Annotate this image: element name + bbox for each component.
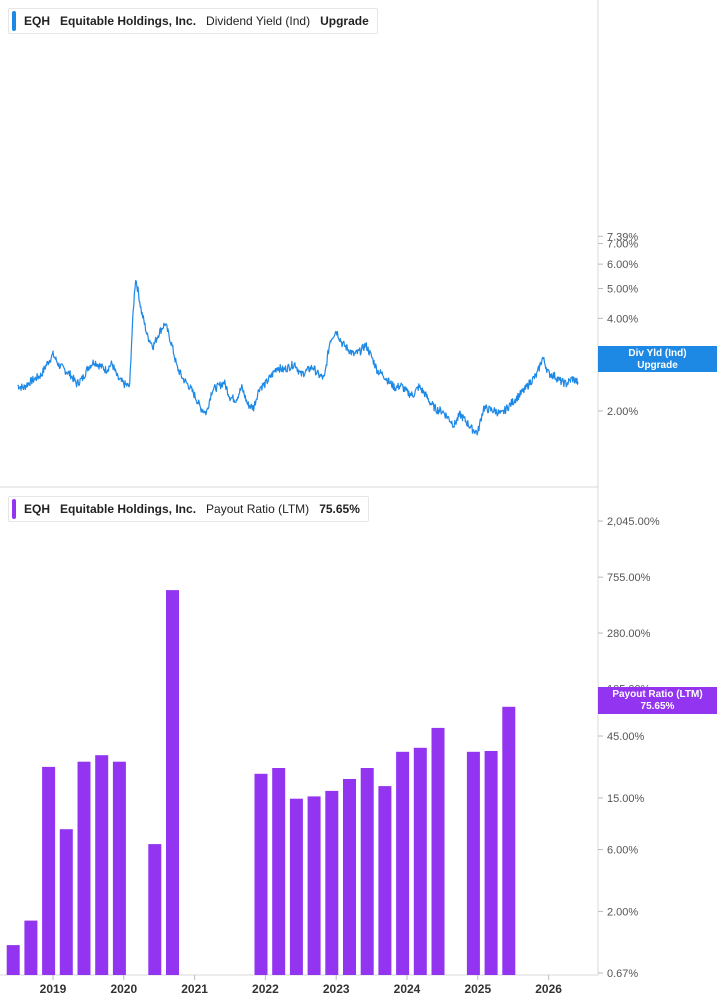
payout-bar [484, 751, 498, 975]
x-axis: 2019 2020 2021 2022 2023 2024 2025 2026 [40, 975, 562, 996]
payout-bar [148, 844, 162, 975]
y-tick-label: 4.00% [607, 313, 638, 325]
y-tick-label: 7.39% [607, 231, 638, 243]
y-tick-label: 5.00% [607, 284, 638, 296]
yield-current-tag: Div Yld (Ind) Upgrade [598, 346, 717, 372]
y-tick-label: 755.00% [607, 572, 651, 584]
payout-current-tag: Payout Ratio (LTM) 75.65% [598, 687, 717, 714]
payout-ratio-bars [6, 590, 516, 975]
payout-bar [254, 773, 268, 975]
x-tick-label: 2025 [464, 982, 491, 996]
x-tick-label: 2023 [323, 982, 350, 996]
payout-bar [325, 790, 339, 975]
x-tick-label: 2019 [40, 982, 67, 996]
payout-bar [378, 786, 392, 975]
y-tick-label: 45.00% [607, 731, 645, 743]
y-tick-label: 280.00% [607, 628, 651, 640]
x-tick-label: 2024 [394, 982, 421, 996]
payout-bar [413, 747, 427, 975]
payout-bar [6, 945, 20, 975]
y-tick-label: 0.67% [607, 968, 638, 980]
payout-bar [77, 761, 91, 975]
x-tick-label: 2022 [252, 982, 279, 996]
payout-bar [42, 766, 56, 975]
payout-bar [307, 796, 321, 975]
payout-bar [289, 798, 303, 975]
bottom-legend: EQH Equitable Holdings, Inc. Payout Rati… [8, 496, 369, 522]
yield-legend-swatch [12, 11, 16, 31]
y-tick-label: 15.00% [607, 793, 645, 805]
y-tick-label: 6.00% [607, 845, 638, 857]
legend-metric: Dividend Yield (Ind) [206, 14, 311, 28]
payout-bar [360, 768, 374, 975]
dividend-yield-line [17, 280, 579, 436]
top-y-axis: 7.39%7.00%6.00%5.00%4.00%3.00%2.00% [598, 231, 638, 418]
legend-value: 75.65% [319, 502, 360, 516]
y-tick-label: 7.00% [607, 239, 638, 251]
yield-tag-label: Div Yld (Ind) [628, 348, 687, 359]
payout-legend-swatch [12, 499, 16, 519]
payout-bar [166, 590, 179, 975]
payout-bar [431, 727, 445, 975]
payout-bar [112, 761, 126, 975]
payout-bar [466, 751, 480, 975]
payout-bar [502, 706, 516, 975]
y-tick-label: 2,045.00% [607, 516, 660, 528]
legend-company: Equitable Holdings, Inc. [60, 14, 197, 28]
payout-bar [59, 829, 73, 975]
legend-ticker: EQH [24, 14, 51, 28]
payout-bar [95, 755, 109, 975]
legend-upgrade-link[interactable]: Upgrade [320, 14, 369, 28]
y-tick-label: 2.00% [607, 406, 638, 418]
x-tick-label: 2026 [535, 982, 562, 996]
legend-company: Equitable Holdings, Inc. [60, 502, 197, 516]
yield-tag-value: Upgrade [637, 360, 678, 371]
payout-bar [24, 920, 38, 975]
y-tick-label: 2.00% [607, 906, 638, 918]
legend-ticker: EQH [24, 502, 51, 516]
payout-bar [272, 768, 286, 975]
y-tick-label: 6.00% [607, 259, 638, 271]
top-legend: EQH Equitable Holdings, Inc. Dividend Yi… [8, 8, 378, 34]
payout-bar [396, 751, 410, 975]
x-tick-label: 2021 [181, 982, 208, 996]
legend-metric: Payout Ratio (LTM) [206, 502, 310, 516]
x-tick-label: 2020 [110, 982, 137, 996]
payout-tag-value: 75.65% [640, 701, 675, 712]
payout-bar [343, 779, 356, 975]
payout-tag-label: Payout Ratio (LTM) [612, 689, 703, 700]
bottom-y-axis: 2,045.00%755.00%280.00%105.00%45.00%15.0… [598, 516, 660, 980]
